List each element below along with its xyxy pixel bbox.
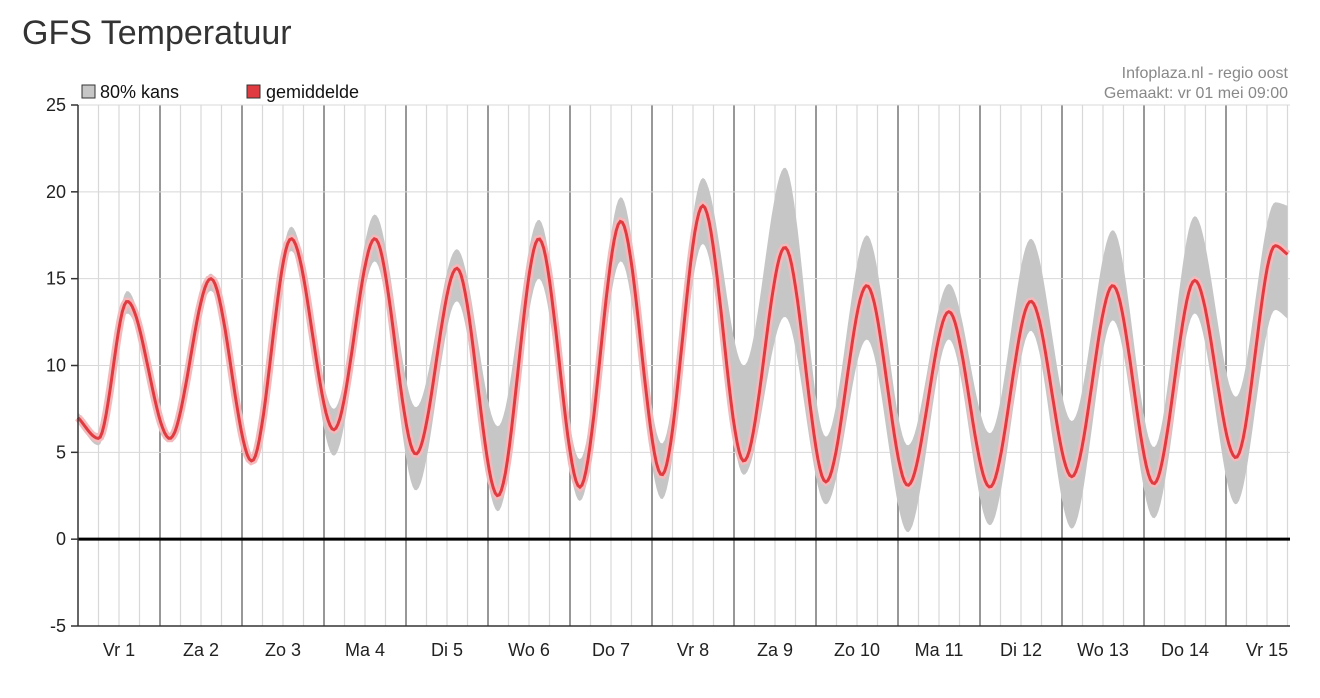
- mean-line: [76, 203, 1289, 498]
- y-tick-label: 15: [46, 269, 66, 289]
- x-tick-label: Wo 13: [1077, 640, 1129, 660]
- x-tick-label: Do 7: [592, 640, 630, 660]
- x-tick-label: Zo 10: [834, 640, 880, 660]
- x-tick-label: Vr 8: [677, 640, 709, 660]
- y-tick-label: 25: [46, 95, 66, 115]
- y-tick-label: 10: [46, 356, 66, 376]
- x-tick-label: Ma 11: [915, 640, 964, 660]
- x-tick-label: Ma 4: [345, 640, 385, 660]
- legend: 80% kans gemiddelde: [81, 82, 359, 102]
- x-tick-label: Vr 15: [1246, 640, 1288, 660]
- x-tick-label: Vr 1: [103, 640, 135, 660]
- page-title: GFS Temperatuur: [22, 14, 292, 52]
- y-tick-label: 5: [56, 442, 66, 462]
- legend-label-mean: gemiddelde: [266, 82, 359, 102]
- y-tick-label: 20: [46, 182, 66, 202]
- x-tick-label: Di 5: [431, 640, 463, 660]
- legend-swatch-band: [81, 84, 96, 99]
- credit-created: Gemaakt: vr 01 mei 09:00: [1104, 85, 1288, 102]
- legend-swatch-mean: [246, 84, 261, 99]
- y-tick-label: -5: [50, 616, 66, 636]
- x-tick-label: Wo 6: [508, 640, 550, 660]
- grid-layer: [78, 104, 1290, 627]
- y-tick-label: 0: [56, 529, 66, 549]
- x-tick-label: Do 14: [1161, 640, 1209, 660]
- credit-source: Infoplaza.nl - regio oost: [1122, 65, 1289, 82]
- x-tick-label: Di 12: [1000, 640, 1042, 660]
- tick-label-layer: 25 20 15 10 5 0 -5 Vr 1 Za 2 Zo 3 Ma 4 Di 5 Wo 6 Do 7…: [46, 95, 1288, 660]
- x-tick-label: Zo 3: [265, 640, 301, 660]
- x-tick-label: Za 9: [757, 640, 793, 660]
- x-tick-label: Za 2: [183, 640, 219, 660]
- legend-label-band: 80% kans: [100, 82, 179, 102]
